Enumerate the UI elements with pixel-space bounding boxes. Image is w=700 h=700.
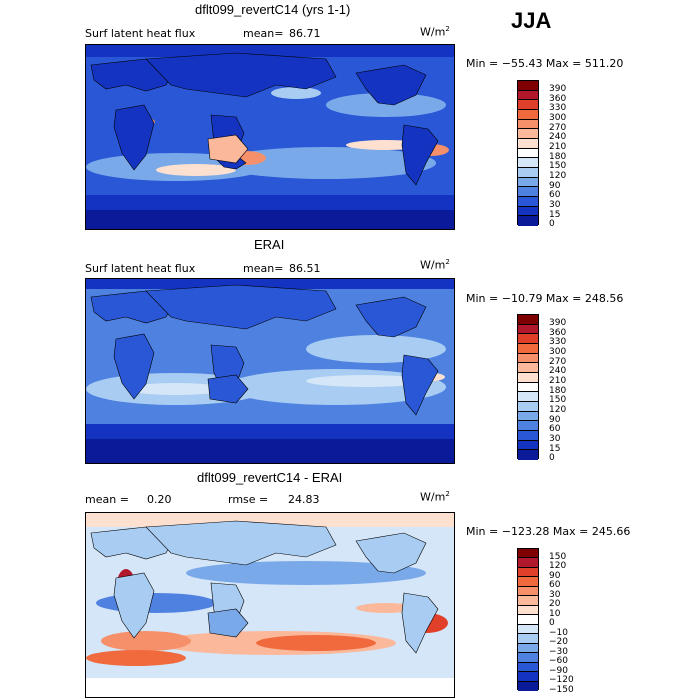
panel1-tick: 210 [549,142,567,152]
panel1-units: W/m2 [420,25,450,39]
season-label: JJA [511,8,552,33]
panel2-tick: 360 [549,328,567,338]
panel2-tick: 150 [549,395,567,405]
panel2-tick: 120 [549,405,567,415]
panel1-tick: 330 [549,103,567,113]
panel1-map [85,44,455,230]
panel2-tick: 330 [549,337,567,347]
panel2-variable-label: Surf latent heat flux [85,262,196,275]
panel3-tick: −120 [549,675,574,685]
panel1-tick: 390 [549,84,567,94]
panel2-mean-label: mean= [243,262,284,275]
panel3-mean-value: 0.20 [147,493,172,506]
panel2-tick: 270 [549,357,567,367]
panel1-tick: 120 [549,171,567,181]
panel1-tick: 180 [549,152,567,162]
panel1-title: dflt099_revertC14 (yrs 1-1) [195,2,351,17]
panel1-tick: 300 [549,113,567,123]
panel3-tick: 10 [549,609,561,619]
panel2-tick: 30 [549,434,561,444]
panel3-tick: −10 [549,628,568,638]
panel2-title: ERAI [254,237,285,252]
panel2-mean-value: 86.51 [289,262,321,275]
panel3-tick: 120 [549,561,567,571]
panel2-tick: 0 [549,453,555,463]
panel3-mean-label: mean = [85,493,129,506]
panel3-rmse-label: rmse = [228,493,269,506]
panel1-mean-value: 86.71 [289,27,321,40]
panel3-tick: −150 [549,685,574,695]
panel2-tick: 90 [549,415,561,425]
panel2-colorbar [517,314,539,460]
panel2-tick: 240 [549,366,567,376]
panel2-tick: 390 [549,318,567,328]
panel2-tick: 15 [549,444,561,454]
panel3-units: W/m2 [420,490,450,504]
panel2-tick: 60 [549,424,561,434]
panel1-variable-label: Surf latent heat flux [85,27,196,40]
panel1-minmax: Min = −55.43 Max = 511.20 [466,57,624,70]
panel1-tick: 240 [549,132,567,142]
panel3-title: dflt099_revertC14 - ERAI [197,470,343,485]
panel2-tick: 210 [549,376,567,386]
panel1-tick: 150 [549,161,567,171]
panel2-units: W/m2 [420,258,450,272]
panel3-tick: −30 [549,647,568,657]
panel1-tick: 30 [549,200,561,210]
panel1-colorbar [517,80,539,226]
panel3-tick: 90 [549,571,561,581]
panel3-tick: −60 [549,656,568,666]
panel3-tick: 30 [549,590,561,600]
panel1-tick: 60 [549,190,561,200]
panel2-map [85,278,455,464]
panel2-tick: 300 [549,347,567,357]
panel3-tick: 60 [549,580,561,590]
panel1-mean-label: mean= [243,27,284,40]
panel3-tick: −90 [549,666,568,676]
panel3-tick: 0 [549,618,555,628]
panel1-tick: 0 [549,219,555,229]
panel2-minmax: Min = −10.79 Max = 248.56 [466,292,624,305]
panel1-tick: 360 [549,94,567,104]
panel1-tick: 15 [549,210,561,220]
panel3-tick: 20 [549,599,561,609]
panel3-tick: −20 [549,637,568,647]
panel1-tick: 90 [549,181,561,191]
panel3-colorbar [517,548,539,692]
panel3-minmax: Min = −123.28 Max = 245.66 [466,525,631,538]
panel2-tick: 180 [549,386,567,396]
panel3-tick: 150 [549,552,567,562]
panel3-map [85,512,455,698]
panel1-tick: 270 [549,123,567,133]
panel3-rmse-value: 24.83 [288,493,320,506]
